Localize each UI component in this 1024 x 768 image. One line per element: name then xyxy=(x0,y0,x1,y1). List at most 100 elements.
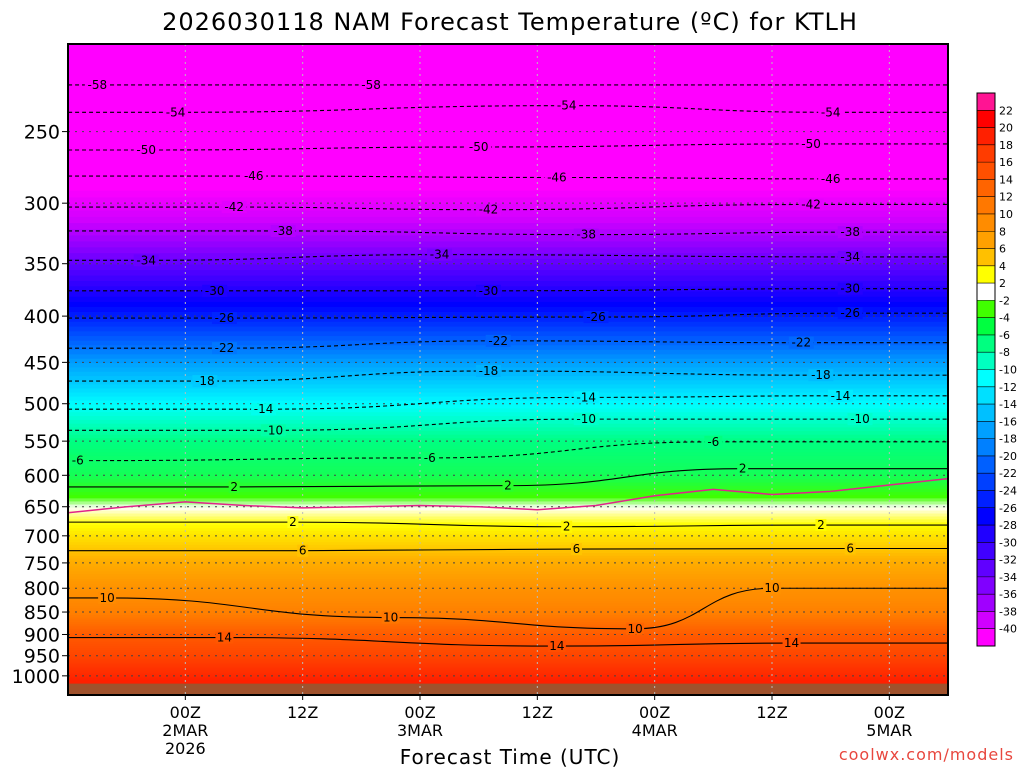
x-tick-label: 00Z xyxy=(404,703,435,722)
isotherm-label-bg xyxy=(704,435,723,448)
temperature-band xyxy=(68,437,948,442)
temperature-band xyxy=(68,139,948,148)
isotherm-10 xyxy=(68,587,948,630)
temperature-band xyxy=(68,503,948,508)
temperature-band xyxy=(68,252,948,259)
temperature-band xyxy=(68,675,948,679)
colorbar-swatch xyxy=(977,576,995,595)
temperature-band xyxy=(68,290,948,297)
temperature-band xyxy=(68,419,948,424)
colorbar-swatch xyxy=(977,438,995,457)
isotherm-label: -18 xyxy=(479,364,499,378)
isotherm-label-bg xyxy=(98,591,117,604)
temperature-band xyxy=(68,475,948,480)
colorbar-swatch xyxy=(977,369,995,388)
temperature-band xyxy=(68,667,948,671)
y-tick-label: 350 xyxy=(24,254,60,276)
isotherm-label-bg xyxy=(837,250,863,263)
isotherm-label-bg xyxy=(561,520,573,533)
isotherm-label: -42 xyxy=(479,203,499,217)
colorbar-label: 14 xyxy=(999,173,1013,186)
isotherm--26 xyxy=(68,312,948,319)
y-tick-label: 450 xyxy=(24,352,60,374)
isotherm-label-bg xyxy=(133,144,159,157)
colorbar-swatch xyxy=(977,317,995,336)
colorbar-label: -32 xyxy=(999,554,1017,567)
temperature-band xyxy=(68,500,948,505)
temperature-band xyxy=(68,600,948,604)
y-tick-label: 550 xyxy=(24,431,60,453)
temperature-band xyxy=(68,588,948,592)
temperature-band xyxy=(68,565,948,569)
temperature-band xyxy=(68,663,948,667)
colorbar-swatch xyxy=(977,594,995,612)
colorbar-swatch xyxy=(977,490,995,509)
temperature-band xyxy=(68,602,948,606)
temperature-band xyxy=(68,560,948,564)
isotherm-labels: -58 -58-54 -54 -54-50 -50 -50-46 -46 -46-42 -42-… xyxy=(68,78,873,653)
isotherm-label: 6 xyxy=(846,542,854,556)
colorbar-label: -34 xyxy=(999,571,1017,584)
y-tick-label: 800 xyxy=(24,578,60,600)
temperature-band xyxy=(68,593,948,597)
temperature-band xyxy=(68,614,948,618)
x-tick-label: 00Z xyxy=(170,703,201,722)
isotherm-label-bg xyxy=(573,228,599,241)
temperature-band xyxy=(68,653,948,657)
temperature-band xyxy=(68,468,948,473)
temperature-band xyxy=(68,320,948,327)
isotherm-label: -34 xyxy=(430,248,450,262)
temperature-band xyxy=(68,107,948,117)
y-tick-label: 750 xyxy=(24,553,60,575)
colorbar-swatch xyxy=(977,421,995,440)
isotherm-label-bg xyxy=(782,637,801,650)
temperature-band xyxy=(68,634,948,638)
temperature-bands xyxy=(68,44,948,695)
isotherm-label: -54 xyxy=(166,105,186,119)
y-tick-label: 300 xyxy=(24,193,60,215)
colorbar-swatch xyxy=(977,507,995,526)
temperature-band xyxy=(68,677,948,681)
temperature-band xyxy=(68,228,948,236)
isotherm-14 xyxy=(68,636,948,647)
isotherm-label: -18 xyxy=(811,368,831,382)
temperature-band xyxy=(68,609,948,613)
isotherm-label-bg xyxy=(485,334,511,347)
temperature-band xyxy=(68,585,948,590)
temperature-band xyxy=(68,183,948,191)
temperature-band xyxy=(68,643,948,647)
y-axis: 2503003504004505005506006507007508008509… xyxy=(12,122,68,688)
temperature-band xyxy=(68,301,948,307)
isotherm-label: 10 xyxy=(383,611,398,625)
isotherm-label: -14 xyxy=(831,389,851,403)
temperature-band xyxy=(68,518,948,523)
isotherm-label: -58 xyxy=(88,78,108,92)
temperature-band xyxy=(68,509,948,514)
colorbar-label: -22 xyxy=(999,467,1017,480)
isotherm-label: -38 xyxy=(840,225,860,239)
y-tick-label: 250 xyxy=(24,122,60,144)
colorbar-label: -26 xyxy=(999,502,1017,515)
isotherm-label-bg xyxy=(192,375,218,388)
temperature-band xyxy=(68,655,948,659)
isotherm-label: -22 xyxy=(215,341,235,355)
isotherm-label-bg xyxy=(211,342,237,355)
temperature-band xyxy=(68,673,948,677)
isotherm-label: 6 xyxy=(573,542,581,556)
colorbar-swatch xyxy=(977,473,995,491)
temperature-band xyxy=(68,353,948,359)
isotherm-label-bg xyxy=(358,78,384,91)
colorbar-swatch xyxy=(977,127,995,146)
temperature-band xyxy=(68,681,948,685)
chart-title: 2026030118 NAM Forecast Temperature (ºC)… xyxy=(162,8,858,36)
isotherm-label-bg xyxy=(570,543,582,556)
isotherm-label: -6 xyxy=(707,435,719,449)
colorbar-label: -14 xyxy=(999,398,1017,411)
temperature-band xyxy=(68,538,948,543)
temperature-band xyxy=(68,570,948,575)
x-tick-label: 12Z xyxy=(522,703,553,722)
temperature-band xyxy=(68,344,948,350)
temperature-band xyxy=(68,63,948,74)
temperature-band xyxy=(68,578,948,582)
